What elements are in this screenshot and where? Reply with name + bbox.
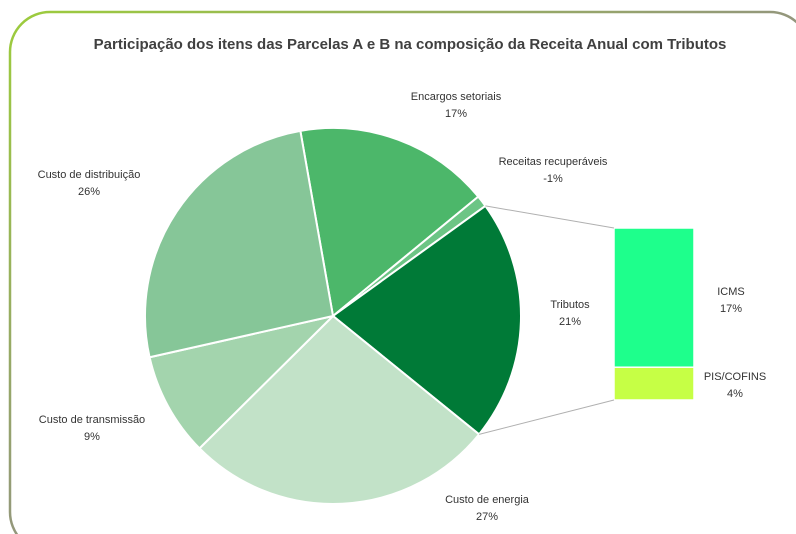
slice-value-label: 26% [78, 186, 100, 198]
connector [485, 205, 615, 229]
breakdown-bar [613, 227, 695, 368]
breakdown-bar [613, 366, 695, 401]
pie-slice [299, 127, 480, 318]
slice-label: Custo de energia [445, 494, 530, 506]
pie-slice [148, 314, 337, 450]
chart-title: Participação dos itens das Parcelas A e … [93, 36, 727, 53]
bar-value-label: 17% [720, 303, 742, 315]
pie-slice [144, 129, 335, 359]
slice-value-label: 9% [84, 431, 100, 443]
pie-slice [331, 204, 522, 436]
bar-label: ICMS [717, 286, 745, 298]
bar-label: PIS/COFINS [704, 371, 766, 383]
slice-label: Receitas recuperáveis [499, 156, 608, 168]
slice-value-label: 17% [445, 108, 467, 120]
connector [478, 399, 615, 435]
slice-value-label: 21% [559, 316, 581, 328]
pie-slice [198, 314, 481, 505]
slice-value-label: -1% [543, 173, 563, 185]
bar-value-label: 4% [727, 388, 743, 400]
slice-label: Custo de transmissão [39, 414, 145, 426]
slice-label: Encargos setoriais [411, 91, 502, 103]
slice-label: Tributos [550, 299, 590, 311]
slice-value-label: 27% [476, 511, 498, 523]
slice-label: Custo de distribuição [38, 169, 141, 181]
